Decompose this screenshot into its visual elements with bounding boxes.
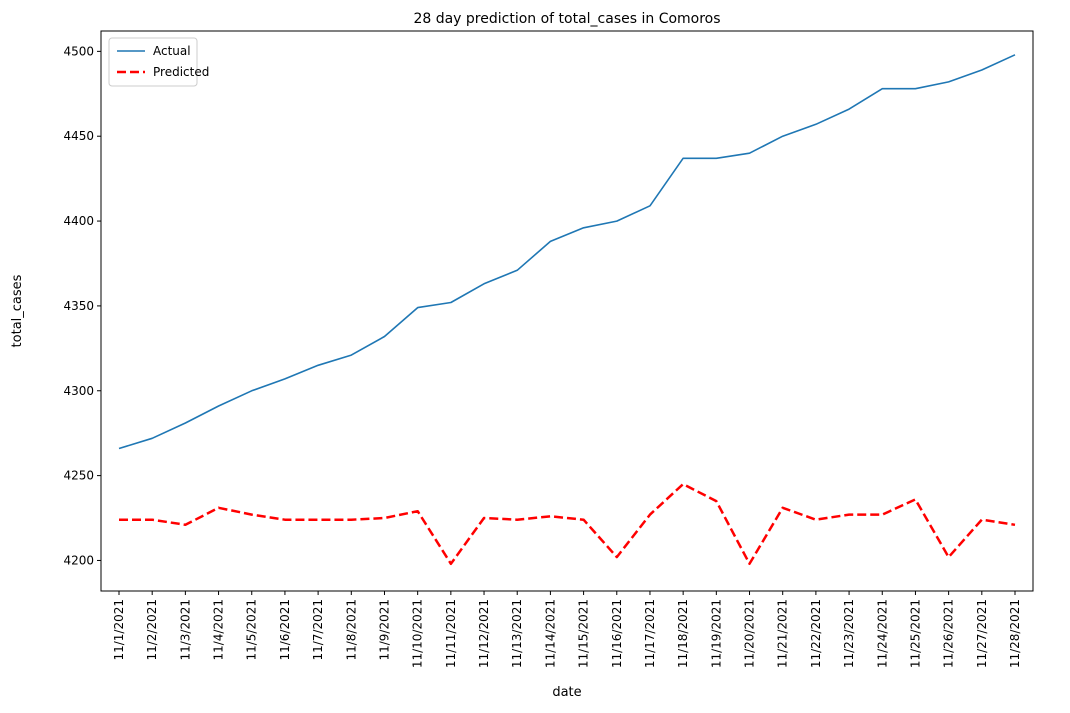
y-tick-label: 4500 — [63, 44, 94, 58]
x-tick-label: 11/21/2021 — [776, 599, 790, 668]
y-tick-label: 4400 — [63, 214, 94, 228]
plot-frame — [100, 30, 1034, 592]
x-tick-label: 11/22/2021 — [809, 599, 823, 668]
x-tick-label: 11/8/2021 — [344, 599, 358, 661]
x-tick-label: 11/20/2021 — [743, 599, 757, 668]
y-axis: 4200 4250 4300 4350 4400 4450 4500 — [63, 44, 101, 567]
x-tick-label: 11/27/2021 — [975, 599, 989, 668]
x-tick-label: 11/18/2021 — [676, 599, 690, 668]
x-tick-label: 11/11/2021 — [444, 599, 458, 668]
x-tick-label: 11/10/2021 — [411, 599, 425, 668]
x-tick-label: 11/9/2021 — [377, 599, 391, 661]
legend-label: Actual — [153, 44, 191, 58]
x-tick-label: 11/5/2021 — [245, 599, 259, 661]
x-tick-label: 11/6/2021 — [278, 599, 292, 661]
x-tick-label: 11/17/2021 — [643, 599, 657, 668]
x-tick-label: 11/25/2021 — [908, 599, 922, 668]
x-tick-label: 11/14/2021 — [543, 599, 557, 668]
x-tick-label: 11/13/2021 — [510, 599, 524, 668]
chart-title: 28 day prediction of total_cases in Como… — [413, 11, 720, 27]
y-axis-label: total_cases — [10, 274, 25, 347]
x-tick-label: 11/28/2021 — [1008, 599, 1022, 668]
x-axis: 11/1/2021 11/2/2021 11/3/2021 11/4/2021 11/5… — [112, 591, 1022, 668]
legend-box — [108, 37, 198, 87]
series-line-actual — [118, 54, 1016, 450]
x-tick-label: 11/19/2021 — [709, 599, 723, 668]
y-tick-label: 4450 — [63, 129, 94, 143]
x-tick-label: 11/4/2021 — [212, 599, 226, 661]
y-tick-label: 4350 — [63, 299, 94, 313]
series-line-predicted — [119, 482, 1016, 566]
x-tick-label: 11/3/2021 — [178, 599, 192, 661]
x-tick-label: 11/23/2021 — [842, 599, 856, 668]
x-tick-label: 11/12/2021 — [477, 599, 491, 668]
legend: Actual Predicted — [108, 37, 209, 87]
y-tick-label: 4300 — [63, 384, 94, 398]
y-tick-label: 4200 — [63, 553, 94, 567]
x-tick-label: 11/2/2021 — [145, 599, 159, 661]
x-tick-label: 11/26/2021 — [942, 599, 956, 668]
x-tick-label: 11/16/2021 — [610, 599, 624, 668]
x-tick-label: 11/7/2021 — [311, 599, 325, 661]
y-tick-label: 4250 — [63, 469, 94, 483]
x-tick-label: 11/24/2021 — [875, 599, 889, 668]
x-tick-label: 11/1/2021 — [112, 599, 126, 661]
legend-label: Predicted — [153, 65, 209, 79]
x-axis-label: date — [552, 685, 581, 700]
plot-lines — [118, 54, 1016, 566]
x-tick-label: 11/15/2021 — [577, 599, 591, 668]
